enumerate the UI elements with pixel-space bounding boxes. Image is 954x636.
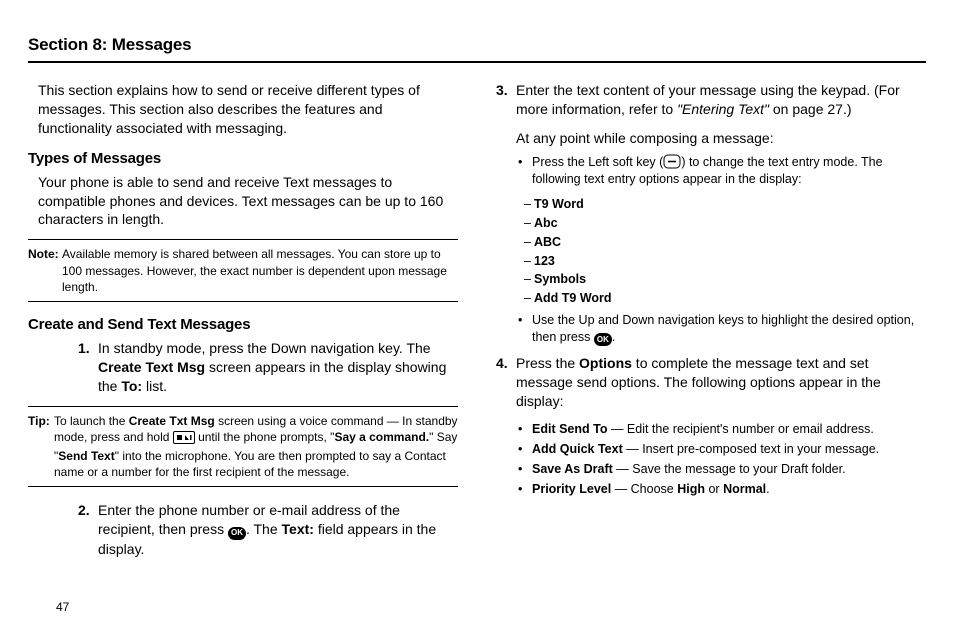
hold-key-icon [173, 431, 195, 448]
text-run: . [766, 482, 769, 496]
bullet-marker: • [518, 441, 532, 458]
text-run: until the phone prompts, " [195, 430, 335, 444]
text-run: — Choose [611, 482, 677, 496]
step-number: 1. [78, 339, 98, 396]
option-label: Symbols [534, 272, 586, 286]
option-label: 123 [534, 254, 555, 268]
dash-item: –Symbols [524, 270, 926, 289]
text-bold: Create Text Msg [98, 359, 205, 375]
options-bullets: •Edit Send To — Edit the recipient's num… [518, 421, 926, 498]
compose-bullets-2: • Use the Up and Down navigation keys to… [518, 312, 926, 347]
types-paragraph: Your phone is able to send and receive T… [38, 173, 458, 230]
page-number: 47 [56, 600, 69, 614]
bullet-item: • Press the Left soft key () to change t… [518, 154, 926, 188]
bullet-text: Edit Send To — Edit the recipient's numb… [532, 421, 926, 438]
note-box: Note: Available memory is shared between… [28, 239, 458, 302]
heading-types-of-messages: Types of Messages [28, 150, 458, 167]
tip-box: Tip: To launch the Create Txt Msg screen… [28, 406, 458, 488]
step-text: Press the Options to complete the messag… [516, 354, 926, 411]
text-bold: To: [121, 378, 142, 394]
dash-item: –ABC [524, 233, 926, 252]
tip-body: To launch the Create Txt Msg screen usin… [54, 413, 458, 481]
text-run: or [705, 482, 723, 496]
dash-item: –T9 Word [524, 195, 926, 214]
step-4: 4. Press the Options to complete the mes… [496, 354, 926, 411]
text-bold: Create Txt Msg [129, 414, 215, 428]
text-bold: Normal [723, 482, 766, 496]
step-3: 3. Enter the text content of your messag… [496, 81, 926, 119]
step-number: 2. [78, 501, 98, 558]
bullet-item: • Use the Up and Down navigation keys to… [518, 312, 926, 347]
step-2: 2. Enter the phone number or e-mail addr… [78, 501, 458, 558]
dash-item: –Add T9 Word [524, 289, 926, 308]
text-run: Use the Up and Down navigation keys to h… [532, 313, 914, 344]
text-run: Press the Left soft key ( [532, 155, 663, 169]
text-run: — Edit the recipient's number or email a… [607, 422, 873, 436]
text-bold: Text: [282, 521, 314, 537]
bullet-item: •Edit Send To — Edit the recipient's num… [518, 421, 926, 438]
text-run: . The [246, 521, 282, 537]
bullet-text: Priority Level — Choose High or Normal. [532, 481, 926, 498]
text-entry-options: –T9 Word –Abc –ABC –123 –Symbols –Add T9… [524, 195, 926, 308]
text-bold: Options [579, 355, 632, 371]
bullet-item: •Save As Draft — Save the message to you… [518, 461, 926, 478]
step-text: Enter the phone number or e-mail address… [98, 501, 458, 558]
bullet-marker: • [518, 312, 532, 347]
dash-item: –Abc [524, 214, 926, 233]
bullet-marker: • [518, 481, 532, 498]
intro-paragraph: This section explains how to send or rec… [38, 81, 458, 138]
text-run: list. [142, 378, 167, 394]
text-run: Press the [516, 355, 579, 371]
bullet-text: Save As Draft — Save the message to your… [532, 461, 926, 478]
dash-item: –123 [524, 252, 926, 271]
text-bold: Send Text [58, 449, 114, 463]
option-label: Abc [534, 216, 558, 230]
bullet-marker: • [518, 421, 532, 438]
text-run: on page 27.) [769, 101, 852, 117]
text-bold: Say a command. [334, 430, 429, 444]
left-soft-key-icon [663, 154, 681, 169]
bullet-item: •Priority Level — Choose High or Normal. [518, 481, 926, 498]
text-bold: Save As Draft [532, 462, 613, 476]
bullet-text: Press the Left soft key () to change the… [532, 154, 926, 188]
bullet-item: •Add Quick Text — Insert pre-composed te… [518, 441, 926, 458]
note-body: Available memory is shared between all m… [62, 246, 458, 295]
text-run: In standby mode, press the Down navigati… [98, 340, 431, 356]
text-run: To launch the [54, 414, 129, 428]
text-run: . [612, 330, 615, 344]
bullet-marker: • [518, 461, 532, 478]
left-column: This section explains how to send or rec… [28, 81, 458, 569]
ok-key-icon: OK [594, 333, 612, 346]
step-1: 1. In standby mode, press the Down navig… [78, 339, 458, 396]
text-bold: Edit Send To [532, 422, 607, 436]
text-bold: Add Quick Text [532, 442, 623, 456]
text-bold: High [677, 482, 705, 496]
option-label: ABC [534, 235, 561, 249]
step-text: In standby mode, press the Down navigati… [98, 339, 458, 396]
bullet-text: Add Quick Text — Insert pre-composed tex… [532, 441, 926, 458]
content-columns: This section explains how to send or rec… [28, 81, 926, 569]
option-label: Add T9 Word [534, 291, 612, 305]
any-point-paragraph: At any point while composing a message: [516, 129, 926, 148]
text-italic: "Entering Text" [677, 101, 769, 117]
note-label: Note: [28, 246, 62, 295]
step-text: Enter the text content of your message u… [516, 81, 926, 119]
right-column: 3. Enter the text content of your messag… [496, 81, 926, 569]
section-title: Section 8: Messages [28, 35, 926, 63]
ok-key-icon: OK [228, 527, 246, 540]
step-number: 3. [496, 81, 516, 119]
tip-label: Tip: [28, 413, 54, 481]
bullet-marker: • [518, 154, 532, 188]
heading-create-send: Create and Send Text Messages [28, 316, 458, 333]
bullet-text: Use the Up and Down navigation keys to h… [532, 312, 926, 347]
text-run: — Save the message to your Draft folder. [613, 462, 846, 476]
option-label: T9 Word [534, 197, 584, 211]
text-run: — Insert pre-composed text in your messa… [623, 442, 879, 456]
step-number: 4. [496, 354, 516, 411]
text-bold: Priority Level [532, 482, 611, 496]
compose-bullets: • Press the Left soft key () to change t… [518, 154, 926, 188]
